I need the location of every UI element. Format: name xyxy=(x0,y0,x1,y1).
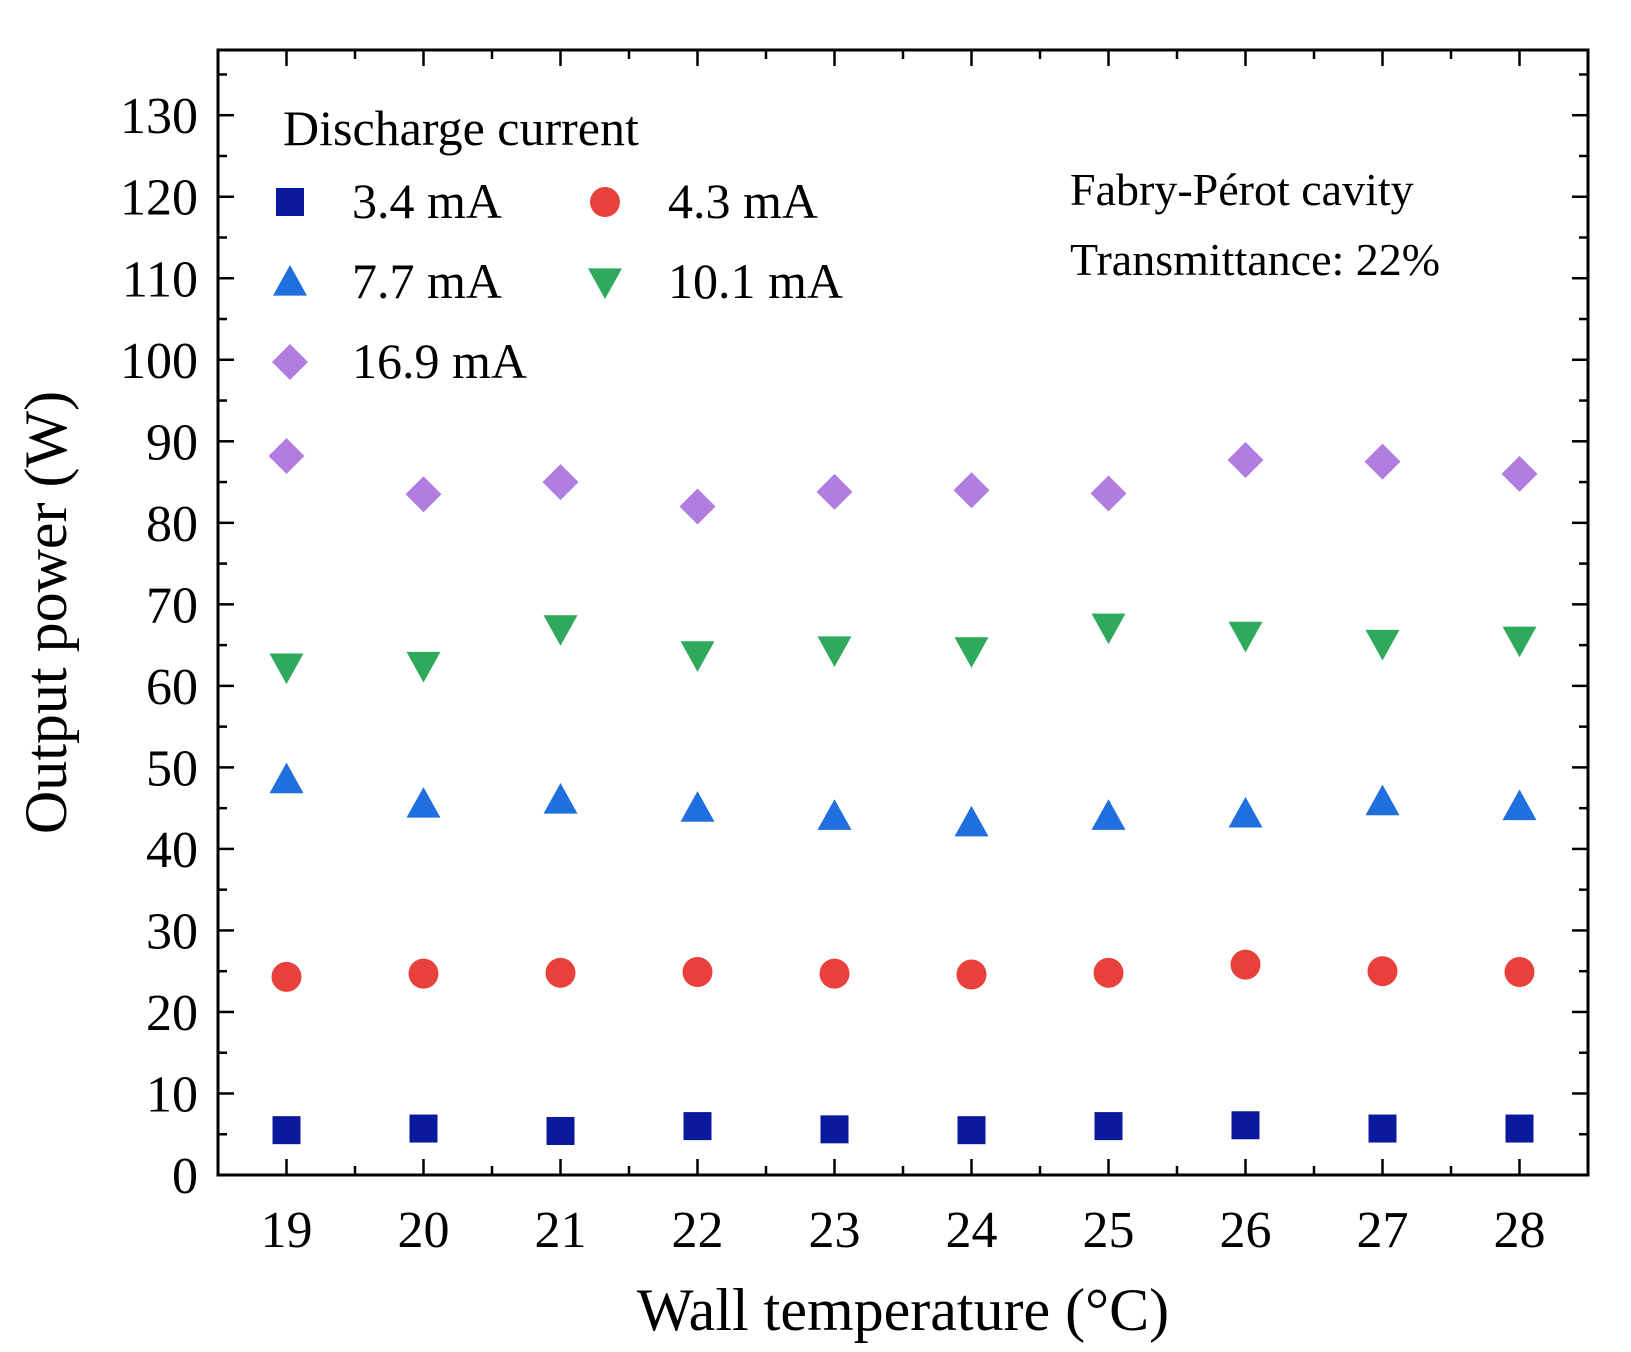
data-point-series-1 xyxy=(1505,1114,1534,1143)
data-point-series-5 xyxy=(1364,443,1401,480)
y-tick-label: 20 xyxy=(146,985,198,1042)
y-tick-label: 30 xyxy=(146,903,198,960)
legend-label-series-1: 3.4 mA xyxy=(352,173,502,229)
axes-layer: 0 10 20 30 40 50 60 70 80 90 100 110 120 130 19 20 21 22 2… xyxy=(13,48,1590,1343)
y-tick-label: 90 xyxy=(146,414,198,471)
legend-marker-series-1 xyxy=(276,188,304,216)
data-point-series-1 xyxy=(683,1112,712,1141)
legend: Discharge current 3.4 mA 4.3 mA 7.7 mA 10.1 … xyxy=(272,100,843,389)
y-tick-label: 10 xyxy=(146,1066,198,1123)
data-point-series-4 xyxy=(1365,629,1400,661)
data-point-series-3 xyxy=(1502,789,1537,821)
data-point-series-1 xyxy=(1231,1111,1260,1140)
data-marks xyxy=(268,437,1538,1145)
data-point-series-1 xyxy=(1094,1112,1123,1141)
data-point-series-4 xyxy=(817,636,852,667)
data-point-series-3 xyxy=(817,799,852,830)
x-tick-label: 23 xyxy=(809,1202,861,1259)
data-point-series-1 xyxy=(409,1114,438,1143)
data-point-series-1 xyxy=(957,1116,986,1145)
data-point-series-3 xyxy=(954,805,989,837)
data-point-series-2 xyxy=(545,957,576,988)
x-axis-title: Wall temperature (°C) xyxy=(637,1277,1169,1343)
legend-marker-series-3 xyxy=(273,265,307,296)
data-point-series-1 xyxy=(820,1115,849,1144)
y-tick-label: 130 xyxy=(120,88,198,145)
y-axis-title: Output power (W) xyxy=(13,391,79,834)
x-tick-label: 28 xyxy=(1494,1202,1546,1259)
data-point-series-5 xyxy=(268,437,305,474)
y-tick-label: 80 xyxy=(146,496,198,553)
data-point-series-5 xyxy=(816,473,853,510)
data-point-series-2 xyxy=(408,958,439,989)
x-tick-label: 22 xyxy=(672,1202,724,1259)
y-tick-label: 50 xyxy=(146,740,198,797)
annotation-line: Fabry-Pérot cavity xyxy=(1070,164,1414,215)
data-point-series-2 xyxy=(682,957,713,988)
x-tick-label: 26 xyxy=(1220,1202,1272,1259)
data-point-series-4 xyxy=(1502,626,1537,658)
data-point-series-5 xyxy=(1090,475,1127,512)
x-tick-label: 27 xyxy=(1357,1202,1409,1259)
data-point-series-4 xyxy=(954,637,989,668)
data-point-series-3 xyxy=(269,762,304,794)
x-tick-label: 25 xyxy=(1083,1202,1135,1259)
annotation-line: Transmittance: 22% xyxy=(1070,234,1440,285)
data-point-series-4 xyxy=(1228,621,1263,653)
legend-marker-series-2 xyxy=(590,187,620,217)
x-tick-label: 21 xyxy=(535,1202,587,1259)
x-tick-label: 20 xyxy=(398,1202,450,1259)
data-point-series-3 xyxy=(1365,784,1400,816)
data-point-series-4 xyxy=(269,653,304,685)
data-point-series-1 xyxy=(272,1116,301,1145)
data-point-series-2 xyxy=(819,958,850,989)
legend-label-series-4: 10.1 mA xyxy=(668,253,843,309)
data-point-series-5 xyxy=(1501,455,1538,492)
data-point-series-2 xyxy=(1504,957,1535,988)
data-point-series-2 xyxy=(1367,956,1398,987)
y-tick-label: 110 xyxy=(122,251,198,308)
y-tick-label: 120 xyxy=(120,170,198,227)
data-point-series-3 xyxy=(406,787,441,818)
y-tick-label: 100 xyxy=(120,333,198,390)
y-tick-label: 60 xyxy=(146,659,198,716)
data-point-series-3 xyxy=(680,791,715,822)
data-point-series-1 xyxy=(1368,1114,1397,1143)
legend-marker-series-4 xyxy=(588,268,622,299)
data-point-series-4 xyxy=(1091,613,1126,645)
data-point-series-5 xyxy=(542,464,579,501)
data-point-series-1 xyxy=(546,1116,575,1145)
legend-label-series-3: 7.7 mA xyxy=(352,253,502,309)
x-tick-label: 19 xyxy=(261,1202,313,1259)
data-point-series-5 xyxy=(405,476,442,513)
data-point-series-3 xyxy=(543,783,578,814)
x-tick-label: 24 xyxy=(946,1202,998,1259)
legend-label-series-2: 4.3 mA xyxy=(668,173,818,229)
legend-title: Discharge current xyxy=(283,100,639,156)
y-tick-label: 40 xyxy=(146,822,198,879)
data-point-series-3 xyxy=(1091,799,1126,830)
data-point-series-2 xyxy=(1093,957,1124,988)
annotation: Fabry-Pérot cavity Transmittance: 22% xyxy=(1070,164,1440,285)
y-tick-label: 70 xyxy=(146,577,198,634)
data-point-series-5 xyxy=(679,488,716,525)
data-point-series-2 xyxy=(271,961,302,992)
legend-marker-series-5 xyxy=(272,344,308,380)
data-point-series-4 xyxy=(406,651,441,683)
data-point-series-5 xyxy=(1227,442,1264,479)
data-point-series-4 xyxy=(680,641,715,672)
data-point-series-2 xyxy=(956,959,987,990)
data-point-series-3 xyxy=(1228,796,1263,828)
y-tick-label: 0 xyxy=(172,1148,198,1205)
data-point-series-2 xyxy=(1230,949,1261,980)
data-point-series-5 xyxy=(953,472,990,509)
data-point-series-4 xyxy=(543,615,578,646)
legend-label-series-5: 16.9 mA xyxy=(352,333,527,389)
